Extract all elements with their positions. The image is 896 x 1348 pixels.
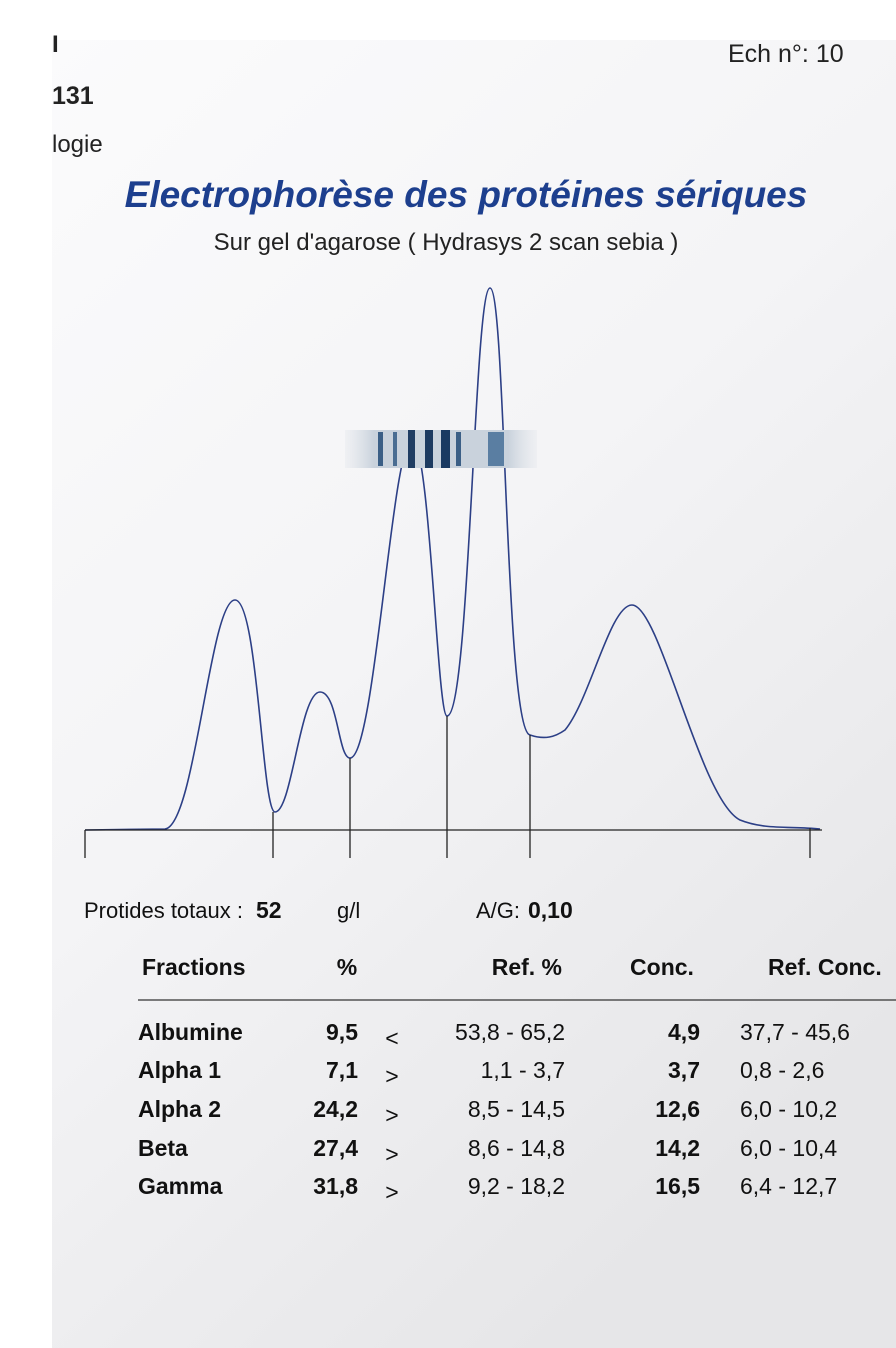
concentration: 16,5 — [655, 1173, 700, 1199]
ratio-label: A/G: — [476, 898, 520, 923]
ref-concentration: 37,7 - 45,6 — [740, 1019, 850, 1045]
ref-concentration: 0,8 - 2,6 — [740, 1057, 824, 1083]
total-label: Protides totaux : — [84, 898, 243, 923]
flag: > — [385, 1063, 398, 1089]
fraction-name: Gamma — [138, 1173, 223, 1199]
fraction-name: Alpha 1 — [138, 1057, 221, 1083]
header-line: 131 — [52, 82, 94, 110]
flag: > — [385, 1102, 398, 1128]
sample-number: Ech n°: 10 — [728, 40, 844, 68]
percent: 27,4 — [313, 1135, 358, 1161]
header-line: I — [52, 31, 59, 58]
concentration: 12,6 — [655, 1096, 700, 1122]
concentration: 14,2 — [655, 1135, 700, 1161]
header-line: logie — [52, 131, 103, 158]
document: I 131 logie Ech n°: 10 Electrophorèse de… — [0, 0, 896, 1348]
column-header: % — [337, 954, 357, 980]
page: I 131 logie Ech n°: 10 Electrophorèse de… — [0, 0, 896, 1348]
total-value: 52 — [256, 897, 282, 923]
ref-concentration: 6,0 - 10,2 — [740, 1096, 837, 1122]
ref-concentration: 6,4 - 12,7 — [740, 1173, 837, 1199]
concentration: 3,7 — [668, 1057, 700, 1083]
ref-percent: 1,1 - 3,7 — [481, 1057, 565, 1083]
ref-percent: 8,5 - 14,5 — [468, 1096, 565, 1122]
percent: 7,1 — [326, 1057, 358, 1083]
ref-concentration: 6,0 - 10,4 — [740, 1135, 837, 1161]
title: Electrophorèse des protéines sériques — [125, 174, 808, 215]
ref-percent: 9,2 - 18,2 — [468, 1173, 565, 1199]
percent: 9,5 — [326, 1019, 358, 1045]
fraction-name: Beta — [138, 1135, 188, 1161]
flag: < — [385, 1025, 398, 1051]
gel-band — [345, 430, 537, 468]
flag: > — [385, 1141, 398, 1167]
flag: > — [385, 1179, 398, 1205]
ratio-value: 0,10 — [528, 897, 573, 923]
fraction-name: Alpha 2 — [138, 1096, 221, 1122]
column-header: Ref. % — [492, 954, 562, 980]
ref-percent: 53,8 - 65,2 — [455, 1019, 565, 1045]
ref-percent: 8,6 - 14,8 — [468, 1135, 565, 1161]
percent: 24,2 — [313, 1096, 358, 1122]
percent: 31,8 — [313, 1173, 358, 1199]
column-header: Ref. Conc. — [768, 954, 882, 980]
column-header: Conc. — [630, 954, 694, 980]
concentration: 4,9 — [668, 1019, 700, 1045]
total-unit: g/l — [337, 898, 360, 923]
subtitle: Sur gel d'agarose ( Hydrasys 2 scan sebi… — [214, 229, 679, 256]
fraction-name: Albumine — [138, 1019, 243, 1045]
column-header: Fractions — [142, 954, 246, 980]
